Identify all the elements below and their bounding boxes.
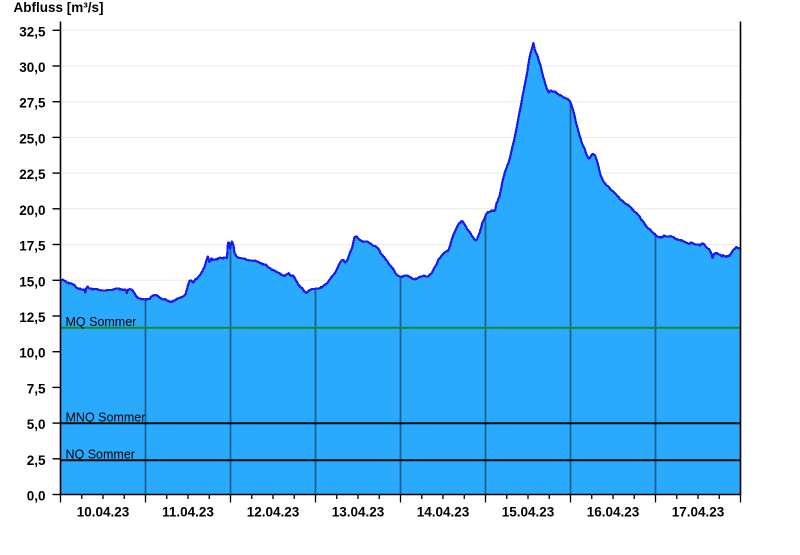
svg-text:10,0: 10,0 [19,346,45,361]
svg-text:10.04.23: 10.04.23 [77,505,130,520]
svg-text:7,5: 7,5 [27,381,46,396]
svg-text:2,5: 2,5 [27,453,46,468]
svg-text:11.04.23: 11.04.23 [162,505,214,520]
svg-text:15,0: 15,0 [19,274,45,289]
svg-text:12.04.23: 12.04.23 [247,505,300,520]
svg-text:14.04.23: 14.04.23 [417,505,470,520]
svg-text:16.04.23: 16.04.23 [587,505,640,520]
svg-text:12,5: 12,5 [19,310,46,325]
svg-text:32,5: 32,5 [19,24,46,39]
svg-text:27,5: 27,5 [19,96,46,111]
svg-text:5,0: 5,0 [27,417,46,432]
svg-text:0,0: 0,0 [27,489,46,504]
svg-text:MNQ Sommer: MNQ Sommer [66,410,146,424]
svg-text:22,5: 22,5 [19,167,46,182]
svg-text:15.04.23: 15.04.23 [502,505,555,520]
svg-text:20,0: 20,0 [19,203,45,218]
svg-text:13.04.23: 13.04.23 [332,505,385,520]
svg-text:30,0: 30,0 [19,60,45,75]
svg-text:17,5: 17,5 [19,239,46,254]
svg-text:Abfluss [m³/s]: Abfluss [m³/s] [14,0,104,15]
svg-text:NQ Sommer: NQ Sommer [66,448,135,462]
svg-text:25,0: 25,0 [19,131,45,146]
svg-text:17.04.23: 17.04.23 [672,505,725,520]
svg-text:MQ Sommer: MQ Sommer [66,315,137,329]
